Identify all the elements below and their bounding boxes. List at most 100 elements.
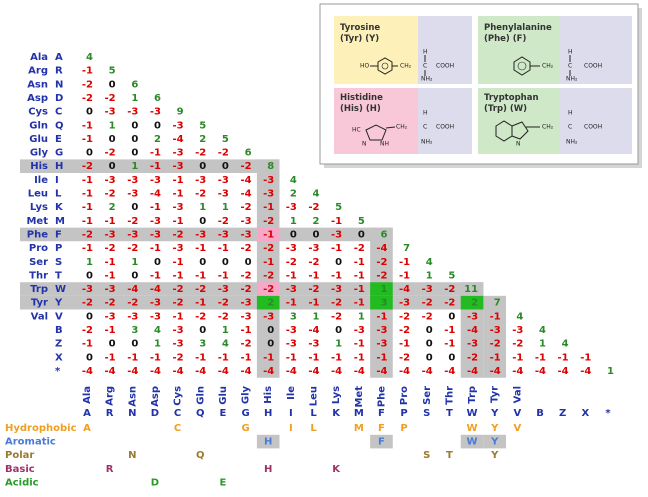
atom: NH₂	[566, 76, 578, 83]
score: 1	[607, 366, 614, 377]
score: 7	[403, 243, 410, 254]
score: -3	[218, 229, 229, 240]
score: 0	[131, 120, 138, 131]
score: -4	[240, 189, 251, 200]
score: -2	[105, 189, 116, 200]
row-letter: S	[55, 257, 62, 268]
score: -1	[376, 311, 387, 322]
atom: C	[423, 124, 427, 131]
row-letter: Q	[55, 120, 64, 131]
panel-title: Phenylalanine	[484, 23, 552, 33]
score: 0	[199, 257, 206, 268]
score: 1	[426, 270, 433, 281]
score: -4	[467, 325, 478, 336]
score: 0	[199, 161, 206, 172]
ring	[381, 62, 389, 70]
col-letter: D	[151, 408, 159, 419]
score: -3	[195, 229, 206, 240]
score: -2	[399, 352, 410, 363]
atom: H	[423, 110, 428, 117]
score: 0	[131, 202, 138, 213]
score: -3	[172, 325, 183, 336]
score: 0	[313, 229, 320, 240]
score: -1	[354, 298, 365, 309]
row-name: Ala	[30, 52, 48, 63]
score: -2	[422, 298, 433, 309]
score: -4	[150, 284, 161, 295]
score: -2	[172, 229, 183, 240]
panel-subtitle: (Tyr) (Y)	[340, 34, 379, 44]
property-letter: W	[467, 423, 478, 434]
col-name: Asn	[127, 386, 138, 407]
row-name: Gly	[30, 148, 49, 159]
ring	[377, 57, 393, 75]
score: 0	[131, 148, 138, 159]
score: -2	[240, 243, 251, 254]
score: -4	[105, 366, 116, 377]
score: 4	[426, 257, 433, 268]
score: -3	[172, 202, 183, 213]
col-shade	[256, 159, 280, 378]
score: 0	[199, 216, 206, 227]
panel	[334, 16, 418, 84]
score: -1	[82, 66, 93, 77]
row-name: Pro	[29, 243, 48, 254]
score: 0	[86, 148, 93, 159]
score: -2	[331, 298, 342, 309]
score: -2	[127, 216, 138, 227]
row-name: Gln	[29, 120, 48, 131]
col-name: Cys	[173, 386, 184, 406]
score: -1	[82, 175, 93, 186]
col-letter: Y	[490, 408, 499, 419]
property-letter: K	[332, 464, 341, 475]
panel-subtitle: (Phe) (F)	[484, 34, 526, 44]
panel-subtitle: (Trp) (W)	[484, 104, 527, 114]
score: -3	[218, 175, 229, 186]
score: -1	[150, 161, 161, 172]
score: -3	[286, 202, 297, 213]
score: 7	[494, 298, 501, 309]
score: -3	[150, 311, 161, 322]
atom: C	[568, 124, 572, 131]
property-name: Polar	[5, 450, 34, 461]
row-name: Leu	[28, 189, 48, 200]
score: 0	[245, 257, 252, 268]
row-name: Asp	[27, 93, 48, 104]
aromatic-box	[460, 434, 484, 449]
score: -2	[286, 257, 297, 268]
score: 3	[380, 298, 387, 309]
row-letter: T	[55, 270, 62, 281]
score: -3	[286, 325, 297, 336]
score: -2	[82, 161, 93, 172]
panel	[478, 88, 560, 154]
score: -3	[172, 161, 183, 172]
col-name: Val	[512, 386, 523, 403]
score: 0	[109, 339, 116, 350]
property-letter: C	[174, 423, 181, 434]
property-name: Aromatic	[5, 437, 56, 448]
col-name: Leu	[309, 386, 320, 406]
score: -4	[240, 366, 251, 377]
atom: NH₂	[421, 76, 433, 83]
score: -3	[127, 229, 138, 240]
score: 2	[290, 189, 297, 200]
row-letter: A	[55, 52, 63, 63]
panel-title: Tyrosine	[340, 23, 380, 33]
row-letter: Z	[55, 339, 62, 350]
score: -4	[512, 366, 523, 377]
score: -1	[444, 325, 455, 336]
score: -3	[172, 148, 183, 159]
property-name: Hydrophobic	[5, 423, 77, 434]
score: -2	[172, 298, 183, 309]
score: 6	[131, 79, 138, 90]
row-name: Glu	[29, 134, 48, 145]
score: -2	[240, 161, 251, 172]
atom: NH₂	[421, 139, 433, 146]
atom: NH	[380, 141, 389, 148]
score: 3	[290, 311, 297, 322]
score: -1	[263, 229, 274, 240]
score: -1	[286, 298, 297, 309]
property-letter: I	[289, 423, 293, 434]
col-letter: *	[605, 408, 611, 419]
